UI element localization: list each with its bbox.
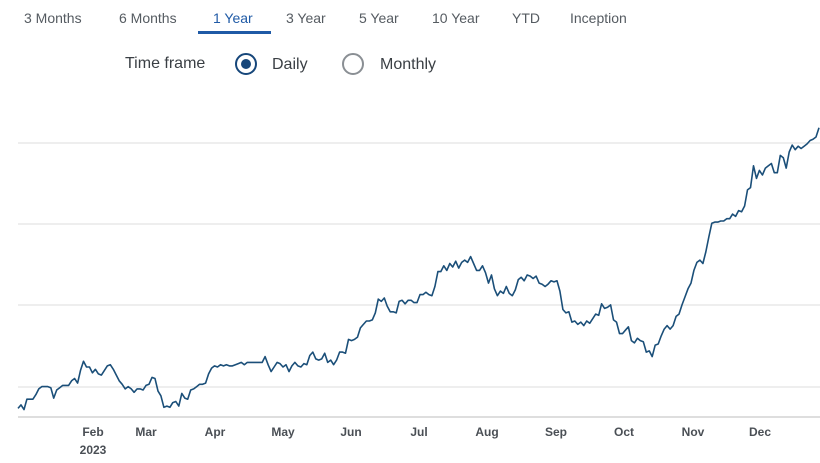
x-tick-label: Jun bbox=[340, 425, 361, 439]
tab-5-year[interactable]: 5 Year bbox=[359, 10, 399, 26]
x-tick-label: Apr bbox=[205, 425, 226, 439]
tab-1-year[interactable]: 1 Year bbox=[213, 10, 253, 26]
x-tick-label: Jul bbox=[410, 425, 427, 439]
monthly-radio[interactable] bbox=[342, 53, 364, 75]
price-series-line bbox=[17, 127, 820, 411]
x-tick-label: Dec bbox=[749, 425, 771, 439]
tab-3-year[interactable]: 3 Year bbox=[286, 10, 326, 26]
tab-3-months[interactable]: 3 Months bbox=[24, 10, 82, 26]
period-tabs: 3 Months 6 Months 1 Year 3 Year 5 Year 1… bbox=[0, 0, 820, 36]
x-tick-label: Aug bbox=[475, 425, 498, 439]
time-frame-label: Time frame bbox=[125, 55, 206, 72]
x-tick-label: Oct bbox=[614, 425, 634, 439]
tab-ytd[interactable]: YTD bbox=[512, 10, 540, 26]
tab-inception[interactable]: Inception bbox=[570, 10, 627, 26]
x-tick-label: May bbox=[271, 425, 295, 439]
tab-10-year[interactable]: 10 Year bbox=[432, 10, 480, 26]
daily-radio[interactable] bbox=[235, 53, 257, 75]
x-tick-label: Feb bbox=[82, 425, 103, 439]
tab-6-months[interactable]: 6 Months bbox=[119, 10, 177, 26]
year-label: 2023 bbox=[80, 443, 107, 457]
x-tick-label: Mar bbox=[135, 425, 157, 439]
active-tab-indicator bbox=[198, 31, 271, 34]
monthly-radio-label[interactable]: Monthly bbox=[380, 56, 437, 73]
x-tick-label: Sep bbox=[545, 425, 567, 439]
x-tick-label: Nov bbox=[682, 425, 705, 439]
daily-radio-label[interactable]: Daily bbox=[272, 56, 308, 73]
